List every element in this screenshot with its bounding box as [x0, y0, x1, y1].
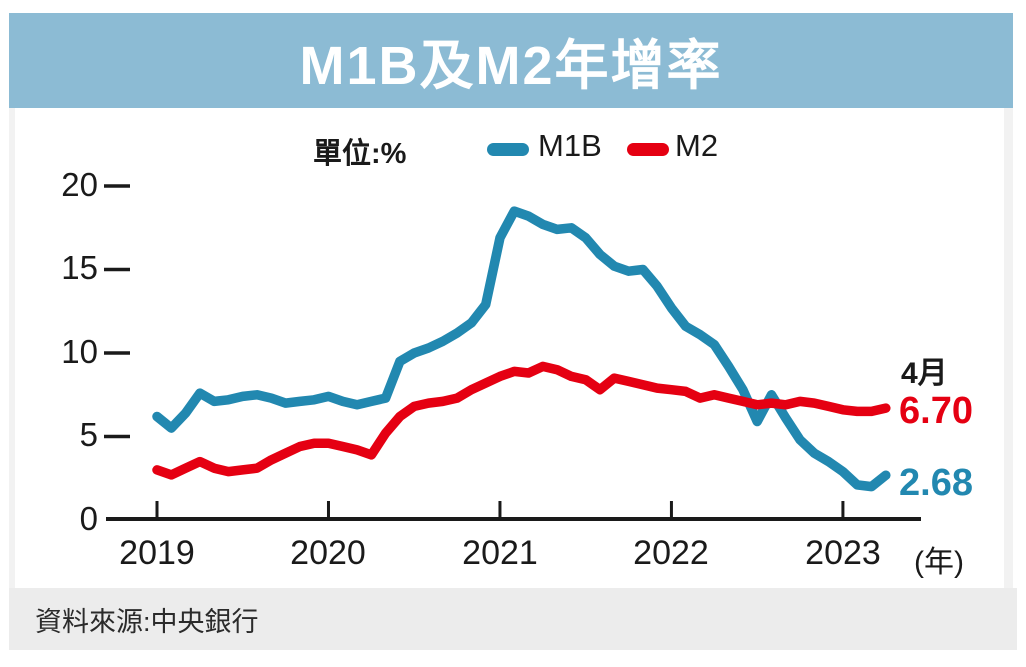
legend-swatch-m1b — [487, 143, 529, 156]
source-text: 資料來源:中央銀行 — [35, 606, 259, 637]
y-tick-label-0: 0 — [79, 500, 98, 537]
annotation-m1b-value: 2.68 — [899, 462, 973, 504]
y-tick-label-10: 10 — [61, 333, 98, 370]
footer-bar: 資料來源:中央銀行 — [9, 588, 1017, 650]
m1b-line — [152, 206, 891, 492]
m2-line — [152, 361, 891, 480]
legend-label-m1b: M1B — [538, 128, 602, 163]
annotation-m2-value: 6.70 — [899, 390, 973, 432]
x-tick-label-2019: 2019 — [119, 534, 195, 572]
legend-label-m2: M2 — [675, 128, 719, 163]
panel-left-edge — [9, 108, 15, 588]
panel-right-edge — [1004, 108, 1013, 588]
page-title: M1B及M2年增率 — [299, 36, 723, 96]
x-tick-label-2020: 2020 — [290, 534, 366, 572]
x-tick-label-2022: 2022 — [633, 534, 709, 572]
y-tick-label-20: 20 — [61, 166, 98, 203]
x-tick-label-2023: 2023 — [805, 534, 881, 572]
x-axis-unit-label: (年) — [914, 546, 964, 579]
y-tick-label-5: 5 — [79, 416, 98, 453]
unit-label: 單位:% — [313, 138, 407, 170]
annotation-period: 4月 — [901, 357, 948, 390]
x-tick-label-2021: 2021 — [462, 534, 538, 572]
y-tick-label-15: 15 — [61, 249, 98, 286]
title-bar: M1B及M2年增率 — [9, 13, 1013, 108]
legend-swatch-m2 — [627, 143, 669, 156]
